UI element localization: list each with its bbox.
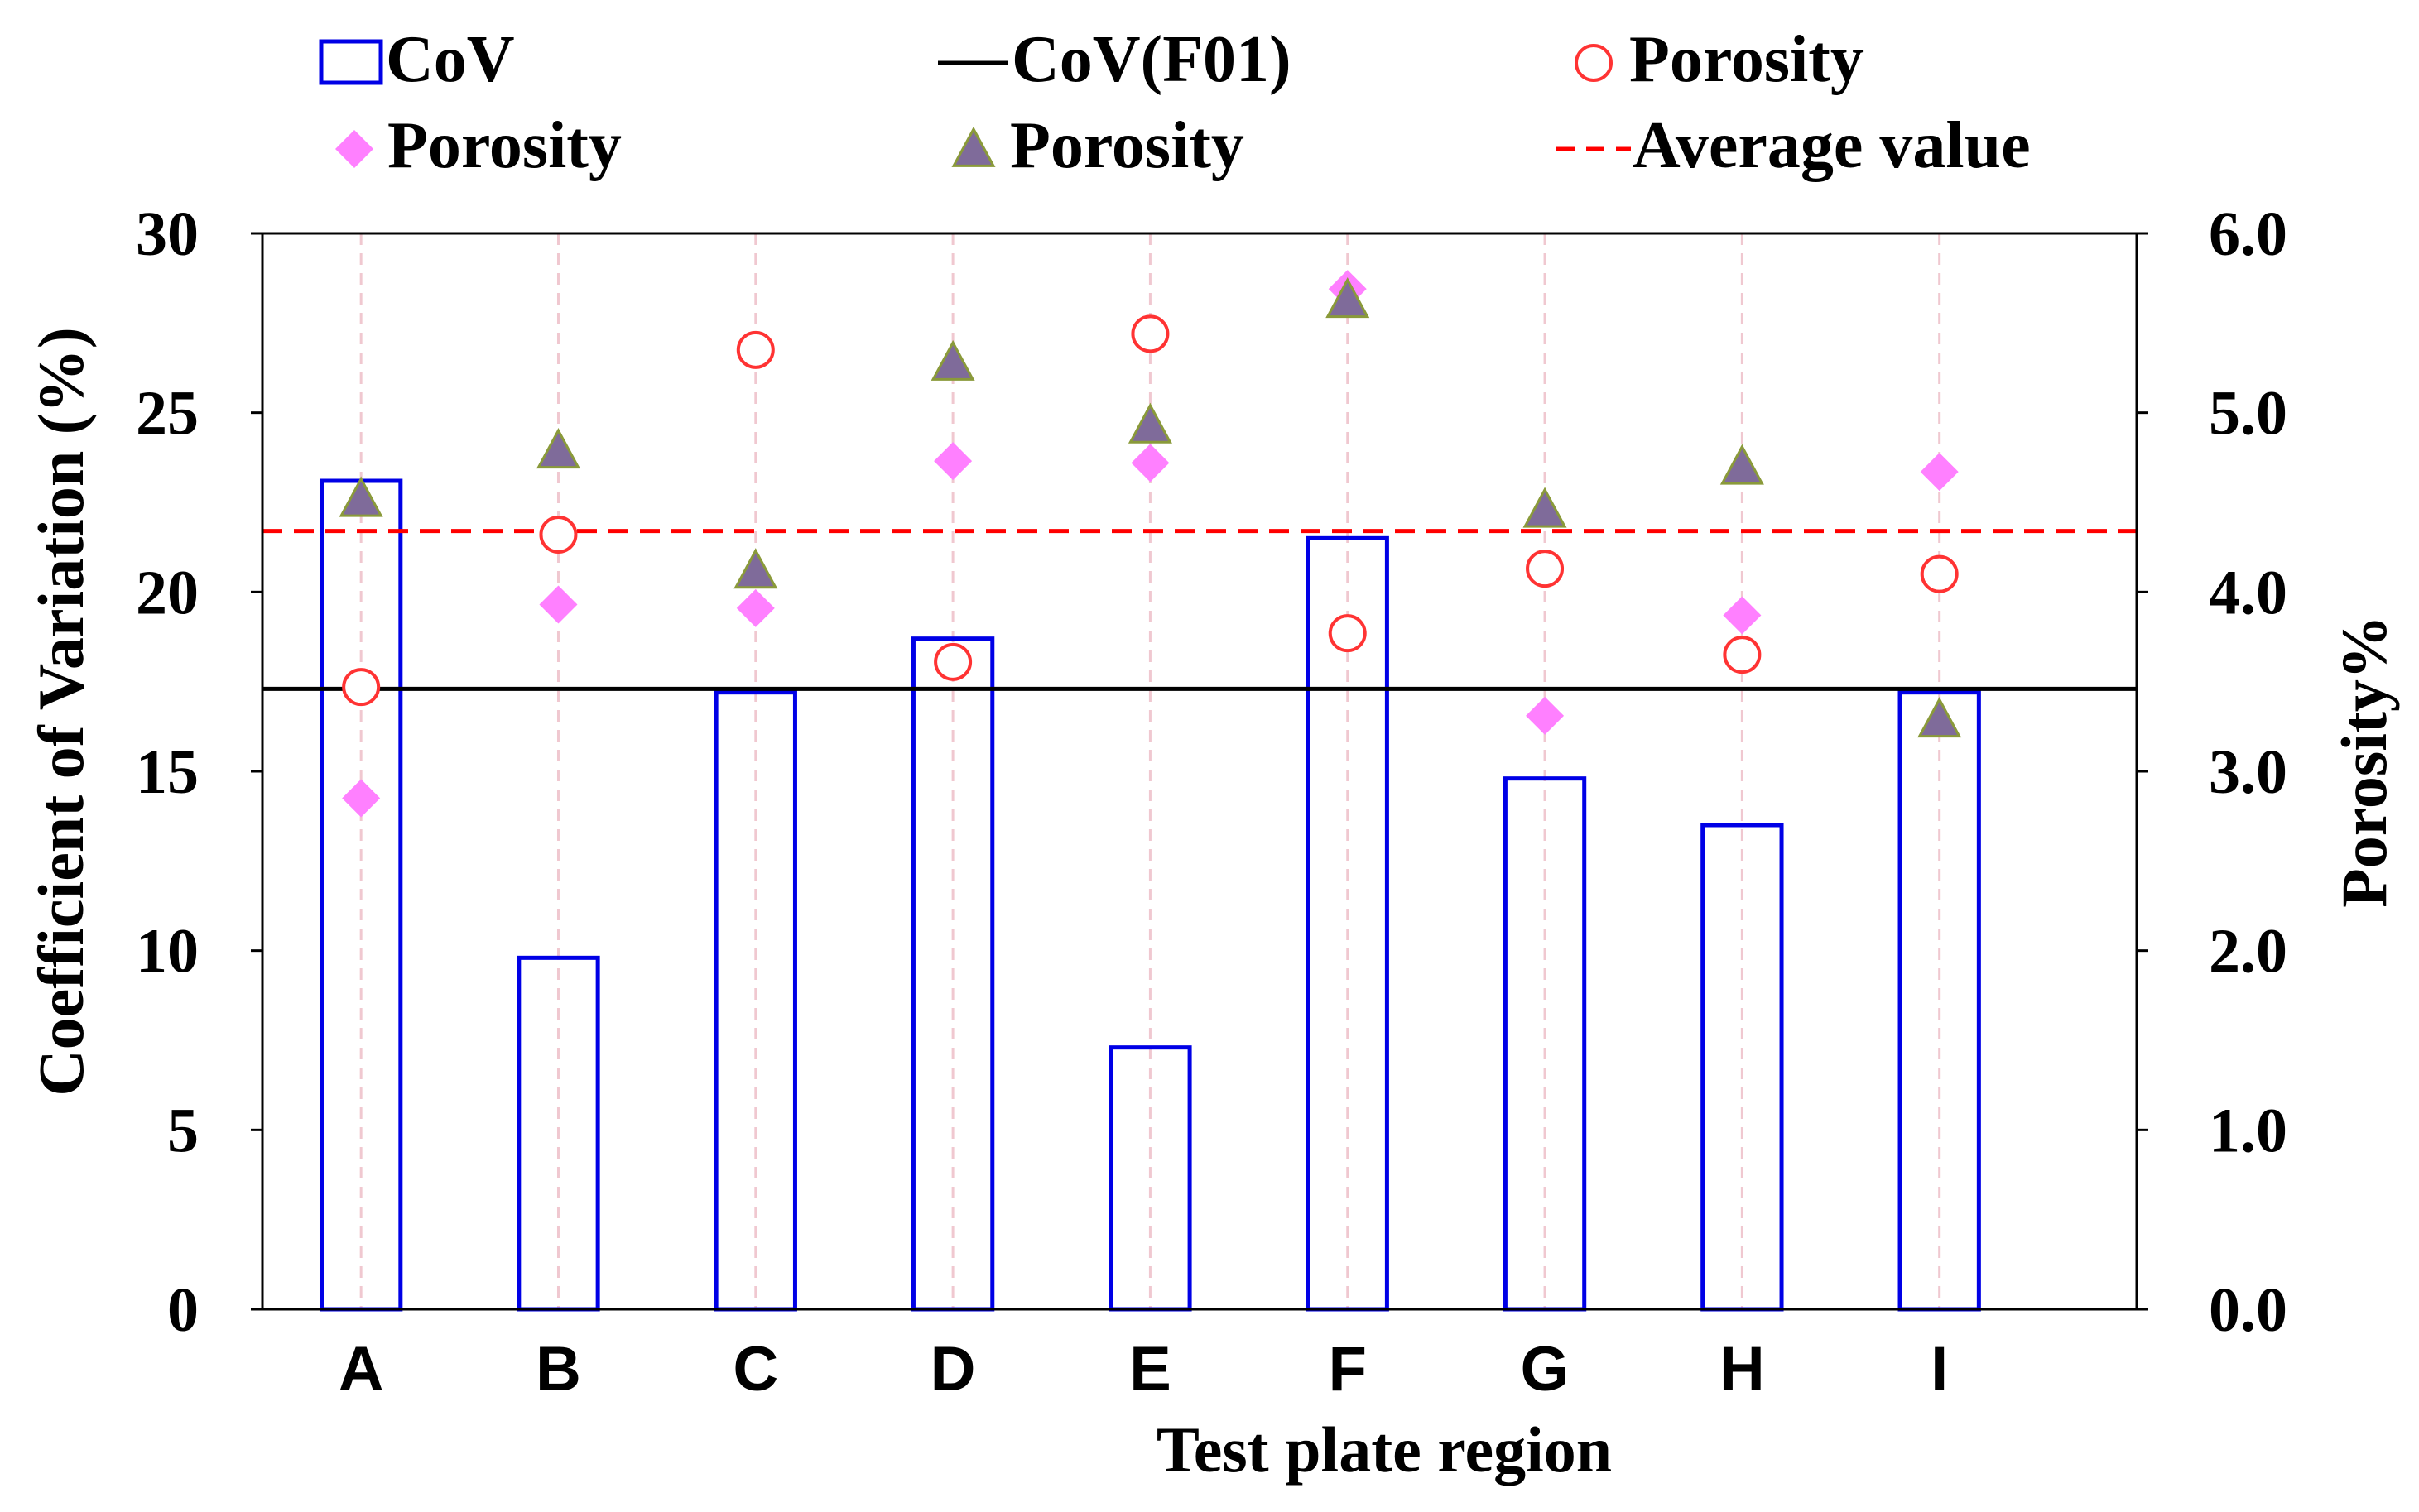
y2-tick-label: 1.0 bbox=[2209, 1096, 2287, 1165]
porosity-diamond-point bbox=[736, 588, 775, 627]
porosity-triangle-point bbox=[733, 548, 778, 589]
y-axis-title: Coefficient of Variation (%) bbox=[25, 327, 97, 1096]
y2-tick-label: 0.0 bbox=[2209, 1275, 2287, 1345]
legend-cov-f01-label: CoV(F01) bbox=[1012, 23, 1291, 96]
porosity-circle-point bbox=[342, 668, 381, 707]
legend-porosity-triangle-swatch bbox=[951, 126, 996, 167]
y2-tick-label: 5.0 bbox=[2209, 379, 2287, 449]
legend-porosity-triangle-label: Porosity bbox=[1010, 109, 1244, 182]
porosity-circle-point bbox=[934, 642, 973, 681]
legend-porosity-diamond-label: Porosity bbox=[387, 109, 622, 182]
legend-cov-swatch bbox=[319, 39, 383, 85]
porosity-circle-point bbox=[1328, 614, 1367, 653]
porosity-circle-point bbox=[539, 516, 578, 554]
y2-axis-title: Porosity% bbox=[2328, 615, 2400, 908]
legend-porosity-diamond-swatch bbox=[335, 130, 373, 168]
y-tick-label: 5 bbox=[167, 1096, 199, 1165]
porosity-triangle-point bbox=[931, 339, 975, 381]
porosity-diamond-point bbox=[934, 442, 973, 481]
porosity-circle-point bbox=[736, 330, 775, 369]
y-tick-label: 0 bbox=[167, 1275, 199, 1345]
porosity-diamond-point bbox=[1526, 696, 1565, 735]
porosity-diamond-point bbox=[1920, 453, 1959, 492]
porosity-circle-point bbox=[1920, 554, 1959, 593]
porosity-diamond-point bbox=[539, 585, 578, 624]
x-tick-label-d: D bbox=[931, 1334, 976, 1404]
x-tick-label-g: G bbox=[1520, 1334, 1569, 1404]
porosity-diamond-point bbox=[342, 779, 381, 818]
x-tick-label-b: B bbox=[536, 1334, 581, 1404]
y-tick-label: 30 bbox=[136, 199, 199, 269]
legend-average-label: Average value bbox=[1633, 109, 2031, 182]
porosity-triangle-point bbox=[536, 428, 580, 469]
legend: CoV CoV(F01) Porosity Porosity Porosity Avera… bbox=[319, 23, 2031, 182]
porosity-triangle-point bbox=[1917, 697, 1962, 738]
x-tick-label-h: H bbox=[1719, 1334, 1765, 1404]
porosity-circle-point bbox=[1526, 550, 1565, 588]
porosity-circle-point bbox=[1723, 636, 1762, 674]
porosity-circle-point bbox=[1131, 314, 1170, 353]
x-tick-label-f: F bbox=[1329, 1334, 1367, 1404]
x-axis-title: Test plate region bbox=[1157, 1414, 1612, 1486]
x-tick-label-c: C bbox=[733, 1334, 778, 1404]
legend-cov-label: CoV bbox=[386, 23, 515, 96]
y2-tick-label: 3.0 bbox=[2209, 737, 2287, 807]
y2-tick-label: 2.0 bbox=[2209, 917, 2287, 986]
porosity-triangle-point bbox=[1719, 444, 1764, 485]
x-tick-label-a: A bbox=[339, 1334, 384, 1404]
plot-area-frame bbox=[261, 232, 2138, 1311]
legend-porosity-circle-label: Porosity bbox=[1629, 23, 1864, 96]
reference-lines-layer bbox=[262, 529, 2137, 691]
y2-tick-label: 6.0 bbox=[2209, 199, 2287, 269]
porosity-triangle-point bbox=[1325, 277, 1370, 319]
x-tick-label-i: I bbox=[1931, 1334, 1948, 1404]
porosity-triangle-point bbox=[339, 476, 383, 517]
axes-layer: 0 5 10 15 20 25 30 0.0 1.0 2.0 3.0 4.0 5.0 6.0 A B C D E F G… bbox=[136, 199, 2287, 1404]
legend-porosity-circle-swatch bbox=[1575, 44, 1613, 82]
y-tick-label: 20 bbox=[136, 558, 199, 627]
porosity-diamond-point bbox=[1131, 444, 1170, 482]
porosity-triangle-point bbox=[1128, 402, 1172, 444]
x-tick-label-e: E bbox=[1129, 1334, 1171, 1404]
y2-tick-label: 4.0 bbox=[2209, 558, 2287, 627]
y-tick-label: 15 bbox=[136, 737, 199, 807]
y-tick-label: 25 bbox=[136, 379, 199, 449]
y-tick-label: 10 bbox=[136, 917, 199, 986]
porosity-diamond-point bbox=[1723, 596, 1762, 635]
points-layer bbox=[339, 270, 1962, 818]
porosity-triangle-point bbox=[1522, 487, 1567, 528]
